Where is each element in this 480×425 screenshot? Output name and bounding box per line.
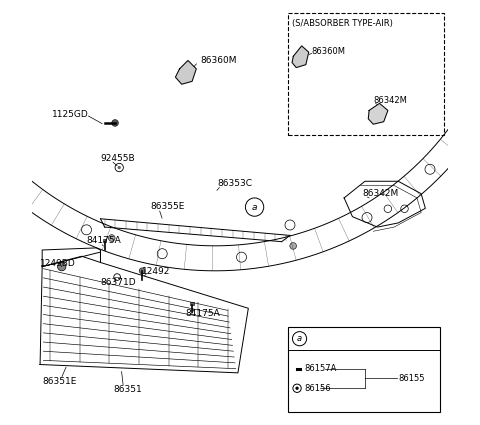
Circle shape [58,263,66,271]
Text: 86360M: 86360M [312,47,346,56]
Text: 86155: 86155 [398,374,425,383]
Circle shape [112,119,119,126]
Text: 92455B: 92455B [100,154,135,163]
Text: 86360M: 86360M [201,56,237,65]
Bar [103,239,106,242]
Circle shape [295,387,299,390]
Circle shape [139,268,145,274]
Bar [288,13,444,136]
Text: 84175A: 84175A [186,309,221,318]
Polygon shape [368,103,388,124]
Text: 86342M: 86342M [373,96,407,105]
Text: 86156: 86156 [304,384,331,393]
Text: 86351E: 86351E [42,377,76,385]
Text: a: a [297,334,302,343]
Text: 1125GD: 1125GD [52,110,88,119]
Text: 86353C: 86353C [217,179,252,188]
Text: 12492: 12492 [142,267,170,276]
Circle shape [290,243,297,249]
Text: 86342M: 86342M [363,189,399,198]
Polygon shape [292,46,309,68]
Circle shape [108,235,115,241]
Bar [288,327,440,412]
Text: (S/ABSORBER TYPE-AIR): (S/ABSORBER TYPE-AIR) [292,19,393,28]
Bar [191,303,194,305]
Text: 1249BD: 1249BD [40,259,76,268]
Text: 86157A: 86157A [304,364,337,373]
Text: 86371D: 86371D [100,278,136,287]
Circle shape [118,166,121,169]
Circle shape [459,124,466,131]
Text: 84175A: 84175A [86,236,120,245]
Polygon shape [176,60,196,84]
Text: a: a [252,203,257,212]
Text: 86355E: 86355E [150,202,185,211]
Text: 86351: 86351 [113,385,142,394]
